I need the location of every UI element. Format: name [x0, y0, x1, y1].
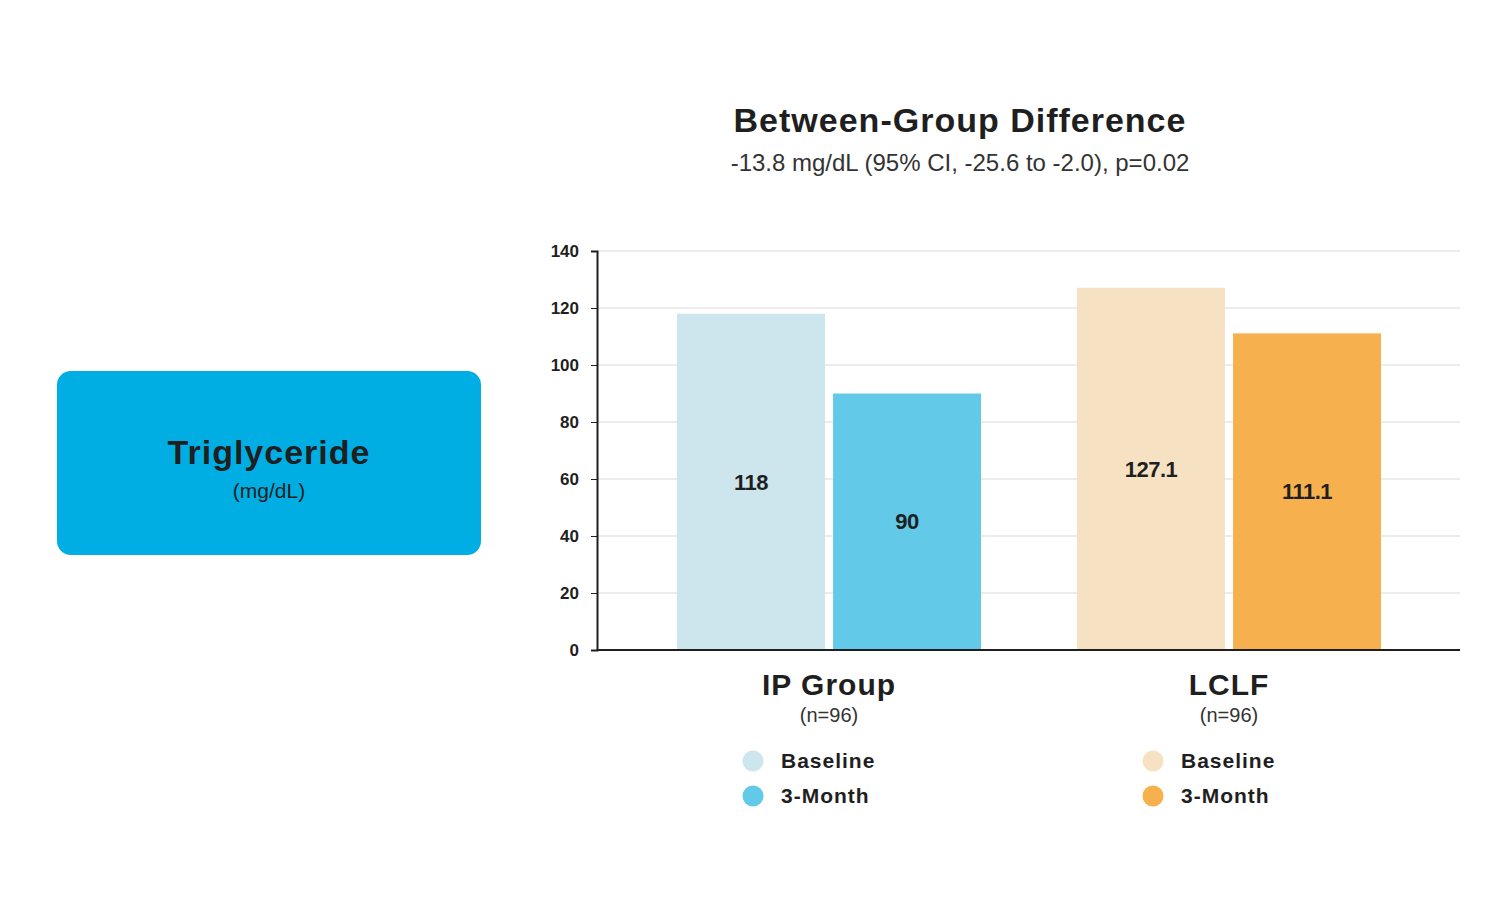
- legend-label: Baseline: [781, 749, 875, 772]
- y-tick-label: 0: [570, 641, 579, 660]
- y-tick: 100: [551, 356, 597, 375]
- y-tick: 20: [560, 584, 597, 603]
- legend-swatch: [743, 786, 764, 807]
- bar: [1077, 288, 1225, 650]
- y-tick-mark: [591, 251, 597, 252]
- panel-label: Triglyceride: [168, 433, 371, 471]
- bar: [1233, 333, 1381, 650]
- data-label: 127.1: [1125, 457, 1178, 482]
- y-tick: 120: [551, 299, 597, 318]
- y-tick-label: 120: [551, 299, 579, 318]
- x-axis-line: [597, 649, 1460, 651]
- y-tick-label: 20: [560, 584, 579, 603]
- grid: [597, 251, 1460, 650]
- legend-swatch: [1143, 786, 1164, 807]
- y-tick-label: 60: [560, 470, 579, 489]
- y-tick-label: 40: [560, 527, 579, 546]
- category-subtitle: (n=96): [1200, 704, 1258, 726]
- grid-line: [597, 308, 1460, 309]
- legend-label: 3-Month: [781, 784, 870, 807]
- y-tick: 140: [551, 242, 597, 261]
- y-tick-mark: [591, 479, 597, 480]
- y-tick-mark: [591, 593, 597, 594]
- y-tick-mark: [591, 308, 597, 309]
- data-label: 90: [895, 509, 919, 534]
- data-labels: 118 127.1 90 111.1: [734, 457, 1332, 535]
- category-label: IP Group: [762, 668, 896, 701]
- panel-unit: (mg/dL): [233, 479, 305, 502]
- y-tick: 0: [570, 641, 597, 660]
- bars: [677, 288, 1381, 650]
- bar: [833, 394, 981, 651]
- y-tick-label: 100: [551, 356, 579, 375]
- data-label: 118: [734, 470, 768, 495]
- y-tick: 40: [560, 527, 597, 546]
- bar: [677, 314, 825, 650]
- subtitle: -13.8 mg/dL (95% CI, -25.6 to -2.0), p=0…: [731, 149, 1190, 176]
- y-axis-line: [591, 252, 598, 651]
- legend-swatch: [743, 751, 764, 772]
- category-subtitle: (n=96): [800, 704, 858, 726]
- y-tick: 80: [560, 413, 597, 432]
- x-axis: IP Group LCLF: [597, 650, 1460, 701]
- y-tick-mark: [591, 365, 597, 366]
- legend-label: 3-Month: [1181, 784, 1270, 807]
- legend-swatch: [1143, 751, 1164, 772]
- grid-line: [597, 650, 1460, 651]
- y-tick-label: 80: [560, 413, 579, 432]
- y-tick: 60: [560, 470, 597, 489]
- panel-box: [57, 371, 481, 555]
- legend-label: Baseline: [1181, 749, 1275, 772]
- x-tick: LCLF: [1189, 668, 1270, 701]
- y-tick-mark: [591, 422, 597, 423]
- grid-line: [597, 251, 1460, 252]
- y-tick-mark: [591, 650, 597, 651]
- legend: Baseline 3-Month Baseline 3-Month: [743, 749, 1276, 807]
- y-tick-label: 140: [551, 242, 579, 261]
- y-axis: 0 20 40 60 80 100 120 140: [551, 242, 598, 660]
- title: Between-Group Difference: [734, 101, 1187, 139]
- chart: Triglyceride (mg/dL) Between-Group Differe…: [0, 0, 1500, 917]
- y-tick-mark: [591, 536, 597, 537]
- category-label: LCLF: [1189, 668, 1270, 701]
- data-label: 111.1: [1282, 479, 1332, 504]
- x-tick: IP Group: [762, 668, 896, 701]
